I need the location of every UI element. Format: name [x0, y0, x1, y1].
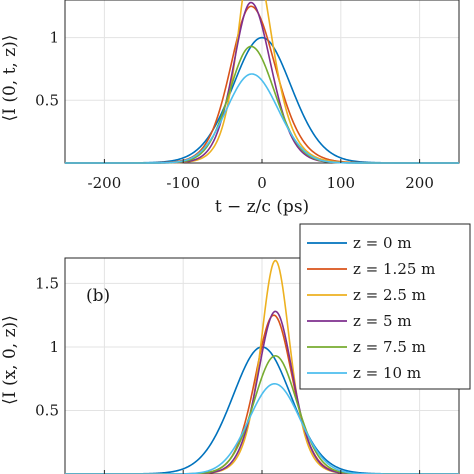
- legend-label-5: z = 10 m: [353, 364, 421, 382]
- x-tick-label-a-1: -100: [166, 174, 200, 192]
- y-tick-label-a-0: 0.5: [35, 91, 59, 109]
- legend-box: [299, 223, 471, 390]
- series-line-a-5: [65, 73, 459, 164]
- panel-a: 0.5 1 -200 -100 0 100 200 t − z/c (ps) ⟨I (0, …: [0, 0, 460, 217]
- legend-label-1: z = 1.25 m: [353, 260, 435, 278]
- legend: z = 0 m z = 1.25 m z = 2.5 m z = 5 m z = 7.5…: [299, 223, 471, 390]
- series-line-b-5: [65, 382, 459, 474]
- x-tick-label-a-0: -200: [88, 174, 122, 192]
- legend-label-0: z = 0 m: [353, 234, 412, 252]
- y-tick-label-b-0: 0.5: [35, 401, 59, 419]
- x-axis-label-a: t − z/c (ps): [215, 197, 309, 217]
- curves-a: [65, 0, 459, 164]
- y-tick-label-a-1: 1: [49, 29, 59, 47]
- ticks-a: 0.5 1 -200 -100 0 100 200: [35, 29, 434, 192]
- legend-label-2: z = 2.5 m: [353, 286, 426, 304]
- legend-items: z = 0 m z = 1.25 m z = 2.5 m z = 5 m z = 7.5…: [307, 234, 435, 382]
- panel-b: 0.5 1 1.5 (b) ⟨I (x, 0, z)⟩ z = 0 m z = 1.2…: [0, 223, 471, 474]
- x-tick-label-a-4: 200: [405, 174, 434, 192]
- legend-label-3: z = 5 m: [353, 312, 412, 330]
- ticks-b: 0.5 1 1.5: [35, 274, 421, 474]
- y-tick-label-b-1: 1: [49, 338, 59, 356]
- x-tick-label-a-2: 0: [257, 174, 267, 192]
- legend-label-4: z = 7.5 m: [353, 338, 426, 356]
- panel-label-b: (b): [86, 286, 110, 306]
- x-tick-label-a-3: 100: [326, 174, 355, 192]
- y-axis-label-a: ⟨I (0, t, z)⟩: [0, 35, 20, 122]
- y-tick-label-b-2: 1.5: [35, 274, 59, 292]
- y-axis-label-b: ⟨I (x, 0, z)⟩: [0, 315, 20, 405]
